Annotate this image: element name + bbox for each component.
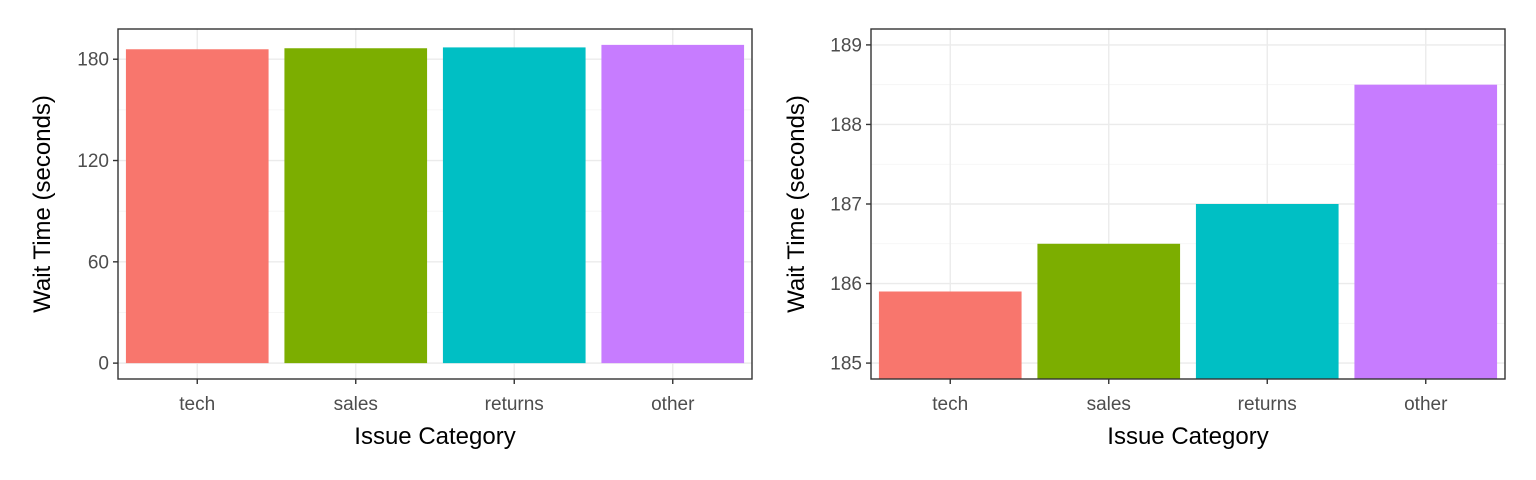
left-y-tick-label: 60 (88, 252, 109, 273)
right-x-tick-label-tech: tech (932, 394, 968, 415)
right-bars (878, 84, 1498, 379)
right-ticks: 185 186 187 188 189 tech sales returns other (830, 35, 1448, 415)
right-bar-other (1354, 84, 1498, 379)
left-x-tick-label-returns: returns (485, 394, 544, 415)
right-x-tick-label-sales: sales (1087, 394, 1131, 415)
left-chart-panel: 0 60 120 180 tech sales returns other Issue Cat… (29, 28, 753, 450)
right-bar-sales (1037, 243, 1181, 379)
left-bars (125, 44, 745, 364)
left-y-tick-label: 120 (77, 151, 109, 172)
left-bar-sales (284, 48, 428, 364)
right-y-tick-label: 187 (830, 195, 862, 216)
right-x-axis-title: Issue Category (1107, 423, 1268, 450)
right-y-axis-title: Wait Time (seconds) (783, 95, 810, 313)
right-x-tick-label-other: other (1404, 394, 1448, 415)
right-chart-panel: 185 186 187 188 189 tech sales returns other Iss… (783, 28, 1506, 450)
right-x-tick-label-returns: returns (1238, 394, 1297, 415)
right-y-tick-label: 188 (830, 115, 862, 136)
left-bar-tech (125, 49, 269, 364)
left-x-axis-title: Issue Category (354, 423, 515, 450)
left-x-tick-label-tech: tech (179, 394, 215, 415)
right-y-tick-label: 189 (830, 35, 862, 56)
left-bar-returns (442, 47, 586, 364)
left-y-tick-label: 0 (98, 354, 109, 375)
left-y-axis-title: Wait Time (seconds) (29, 95, 56, 313)
right-bar-tech (878, 291, 1022, 379)
right-y-tick-label: 185 (830, 354, 862, 375)
left-panel-border (117, 28, 753, 380)
right-bar-returns (1195, 204, 1339, 379)
right-y-tick-label: 186 (830, 274, 862, 295)
left-x-tick-label-other: other (651, 394, 695, 415)
left-y-tick-label: 180 (77, 50, 109, 71)
left-x-tick-label-sales: sales (334, 394, 378, 415)
left-ticks: 0 60 120 180 tech sales returns other (77, 50, 695, 415)
left-bar-other (601, 44, 745, 364)
